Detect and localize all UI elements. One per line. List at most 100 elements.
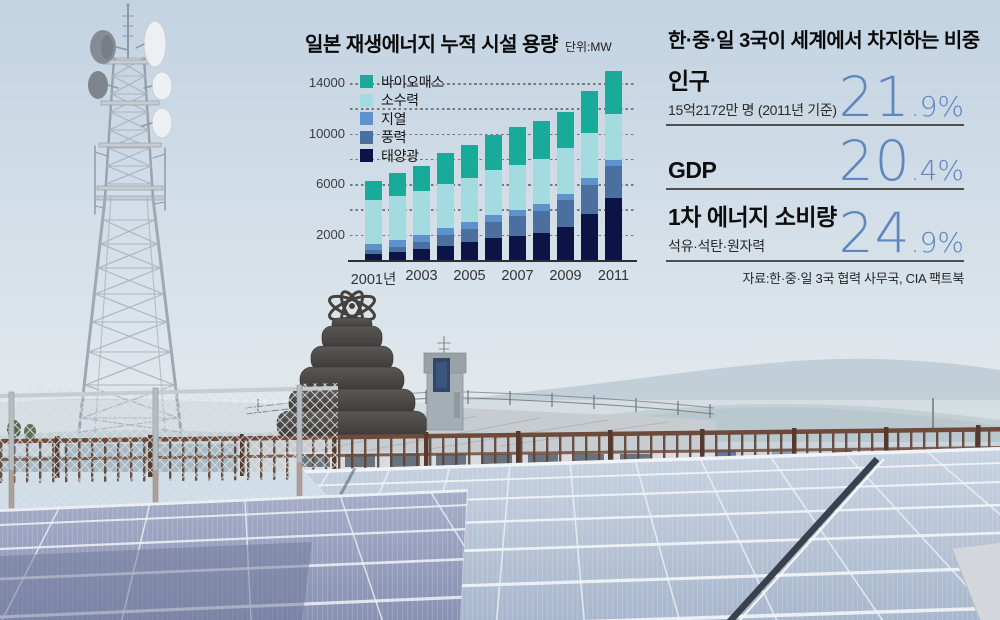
x-tick-label: 2007 <box>501 268 534 284</box>
stacked-bar-plot: 2000 6000 10000 14000 2001년 2003 2005 2007 2009 2… <box>303 28 639 296</box>
bar-segment-태양광 <box>437 245 454 260</box>
bar-segment-바이오매스 <box>557 112 574 149</box>
chart-unit-label: 단위:MW <box>564 40 612 54</box>
y-tick-label: 6000 <box>316 176 345 192</box>
bar-segment-소수력 <box>509 164 526 210</box>
dish-antenna <box>88 20 173 139</box>
side-antennas <box>94 145 166 215</box>
bar-segment-바이오매스 <box>389 173 406 196</box>
bar-segment-지열 <box>485 215 502 222</box>
gridline <box>350 133 635 136</box>
bar-segment-태양광 <box>413 249 430 260</box>
bar-segment-풍력 <box>437 235 454 246</box>
legend-label: 소수력 <box>381 92 419 108</box>
stat-label: 인구 <box>668 68 710 94</box>
legend-item: 풍력 <box>360 129 444 145</box>
bar-segment-바이오매스 <box>605 71 622 115</box>
x-tick-label: 2003 <box>405 268 438 284</box>
bar-segment-소수력 <box>437 184 454 229</box>
bar-segment-바이오매스 <box>509 127 526 165</box>
legend-swatch-icon <box>360 93 373 107</box>
bar-segment-풍력 <box>557 200 574 227</box>
legend-swatch-icon <box>360 75 373 88</box>
bar-segment-소수력 <box>533 158 550 204</box>
bar-segment-소수력 <box>485 170 502 216</box>
ornament <box>328 290 376 326</box>
y-tick-label: 14000 <box>308 75 345 90</box>
bar-segment-태양광 <box>605 197 622 260</box>
x-tick-label: 2009 <box>549 268 582 284</box>
bar-segment-지열 <box>509 209 526 217</box>
bar-segment-풍력 <box>509 216 526 236</box>
x-tick-label: 2001년 <box>350 272 397 288</box>
x-axis-line <box>348 260 637 262</box>
bar-segment-풍력 <box>365 250 382 255</box>
japan-renewables-chart: 일본 재생에너지 누적 시설 용량 단위:MW 2000 6000 10000 1400… <box>303 28 639 296</box>
bar-segment-풍력 <box>581 185 598 215</box>
panel-rail <box>710 456 880 620</box>
solar-array-left <box>0 489 468 620</box>
bar-segment-지열 <box>605 159 622 167</box>
bar-segment-바이오매스 <box>365 181 382 200</box>
bar-segment-태양광 <box>389 251 406 260</box>
bar-segment-소수력 <box>413 190 430 236</box>
legend-item: 지열 <box>360 111 444 127</box>
x-tick-label: 2005 <box>453 268 486 284</box>
stat-label: GDP <box>668 157 717 183</box>
bar-segment-태양광 <box>581 214 598 260</box>
stat-row: 인구 15억2172만 명 (2011년 기준) 21.9% <box>666 62 964 126</box>
bar-segment-지열 <box>389 239 406 247</box>
legend-label: 바이오매스 <box>381 73 444 90</box>
bar-segment-태양광 <box>461 242 478 260</box>
bar-segment-바이오매스 <box>485 134 502 171</box>
stat-row: GDP 20.4% <box>666 132 964 190</box>
stat-value: 20.4% <box>838 129 964 194</box>
source-credit: 자료:한·중·일 3국 협력 사무국, CIA 팩트북 <box>742 271 965 286</box>
legend-swatch-icon <box>360 112 373 125</box>
legend-label: 지열 <box>381 110 407 127</box>
gridline <box>350 108 635 110</box>
legend-item: 소수력 <box>360 92 444 108</box>
bar-segment-태양광 <box>509 235 526 260</box>
bar-segment-태양광 <box>557 226 574 260</box>
bar-segment-지열 <box>461 222 478 229</box>
bar-segment-지열 <box>581 178 598 186</box>
bar-segment-풍력 <box>533 210 550 233</box>
bar-segment-풍력 <box>413 241 430 250</box>
bar-segment-소수력 <box>605 114 622 160</box>
legend-label: 태양광 <box>381 147 419 164</box>
legend-swatch-icon <box>360 130 373 144</box>
stat-sublabel: 석유·석탄·원자력 <box>668 238 765 254</box>
legend-item: 바이오매스 <box>360 74 444 90</box>
y-tick-label: 10000 <box>308 125 345 141</box>
x-tick-label: 2011 <box>597 268 630 284</box>
bar-segment-바이오매스 <box>461 144 478 178</box>
stat-value: 24.9% <box>838 201 964 266</box>
bar-segment-바이오매스 <box>437 152 454 185</box>
bar-segment-바이오매스 <box>533 120 550 159</box>
legend-item: 태양광 <box>360 148 444 164</box>
bar-segment-풍력 <box>605 166 622 198</box>
stat-label: 1차 에너지 소비량 <box>668 204 837 230</box>
bar-segment-풍력 <box>389 246 406 252</box>
legend-swatch-icon <box>360 149 373 162</box>
bar-segment-지열 <box>533 203 550 211</box>
bar-segment-풍력 <box>485 221 502 239</box>
chart-title: 일본 재생에너지 누적 시설 용량 단위:MW <box>305 34 612 56</box>
bar-segment-소수력 <box>365 199 382 244</box>
small-tower <box>423 336 467 431</box>
bar-segment-바이오매스 <box>581 90 598 133</box>
bar-segment-소수력 <box>389 195 406 240</box>
bar-segment-지열 <box>365 243 382 251</box>
bar-segment-태양광 <box>533 232 550 260</box>
y-tick-label: 2000 <box>316 226 345 242</box>
bar-segment-태양광 <box>485 238 502 260</box>
bar-segment-태양광 <box>365 254 382 260</box>
bar-segment-바이오매스 <box>413 166 430 191</box>
share-stats-panel: 한·중·일 3국이 세계에서 차지하는 비중 인구 15억2172만 명 (201… <box>666 22 980 300</box>
bar-segment-지열 <box>557 193 574 201</box>
gridline <box>350 83 635 85</box>
